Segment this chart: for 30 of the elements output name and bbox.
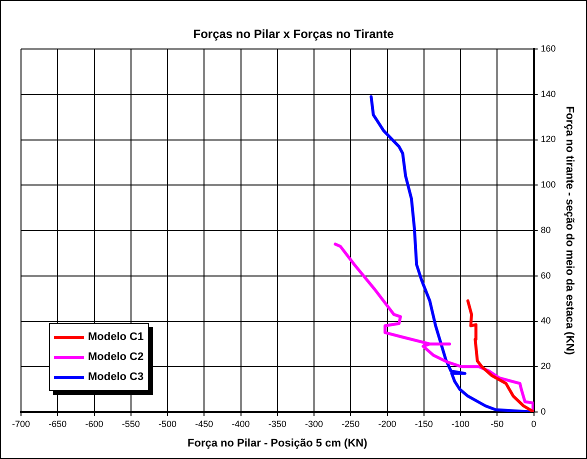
x-tick-label: -400 bbox=[232, 418, 250, 429]
y-tick-label: 100 bbox=[540, 180, 556, 190]
y-tick-label: 20 bbox=[540, 361, 551, 372]
legend-label: Modelo C2 bbox=[88, 351, 144, 363]
chart-title: Forças no Pilar x Forças no Tirante bbox=[192, 27, 395, 41]
x-tick-label: -350 bbox=[268, 418, 286, 429]
y-tick-label: 80 bbox=[540, 224, 551, 235]
x-tick-label: -450 bbox=[195, 418, 214, 429]
x-tick-label: -500 bbox=[158, 418, 177, 429]
x-tick-label: -550 bbox=[122, 418, 140, 429]
y-tick-label: 140 bbox=[540, 88, 556, 99]
x-axis-title: Força no Pilar - Posição 5 cm (KN) bbox=[188, 437, 368, 450]
x-tick-label: -50 bbox=[490, 418, 504, 429]
y-axis-title: Força no tirante - seção do meio da estaca (KN) bbox=[563, 106, 576, 356]
y-tick-label: 60 bbox=[540, 270, 551, 280]
y-tick-label: 120 bbox=[540, 134, 556, 144]
x-tick-label: -600 bbox=[85, 418, 104, 429]
x-tick-label: -150 bbox=[414, 418, 433, 429]
x-tick-label: -650 bbox=[48, 418, 67, 429]
y-tick-label: 0 bbox=[540, 406, 546, 416]
legend-label: Modelo C3 bbox=[88, 371, 144, 383]
x-tick-label: -300 bbox=[305, 418, 324, 429]
x-tick-label: -200 bbox=[378, 418, 396, 429]
y-tick-label: 40 bbox=[540, 316, 551, 326]
y-tick-label: 160 bbox=[540, 43, 556, 54]
legend-label: Modelo C1 bbox=[88, 331, 144, 343]
x-tick-label: -100 bbox=[452, 418, 470, 429]
x-tick-label: 0 bbox=[531, 418, 536, 429]
x-tick-label: -250 bbox=[342, 418, 360, 429]
x-tick-label: -700 bbox=[12, 418, 30, 429]
